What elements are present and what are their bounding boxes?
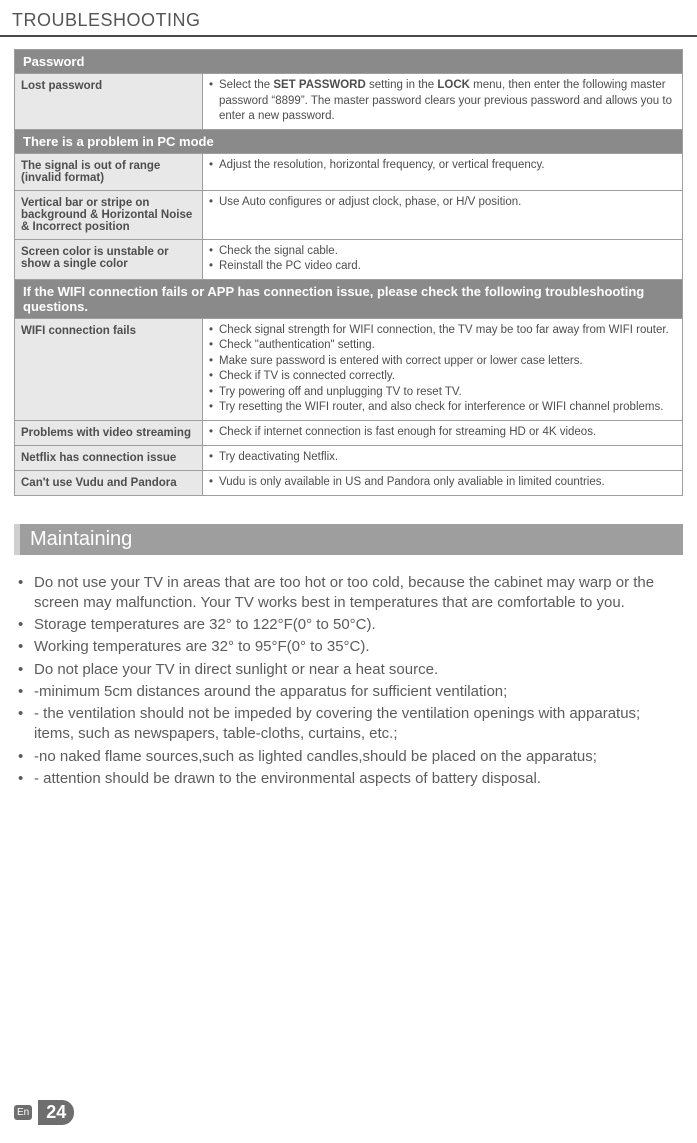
bullet-item: Use Auto configures or adjust clock, pha… bbox=[207, 195, 676, 211]
maintaining-item: Working temperatures are 32° to 95°F(0° … bbox=[16, 637, 681, 657]
section-header: Password bbox=[15, 50, 683, 74]
bullet-item: Select the SET PASSWORD setting in the L… bbox=[207, 78, 676, 125]
row-content: Check the signal cable.Reinstall the PC … bbox=[203, 239, 683, 279]
maintaining-item: Storage temperatures are 32° to 122°F(0°… bbox=[16, 615, 681, 635]
row-label: Can't use Vudu and Pandora bbox=[15, 470, 203, 495]
bullet-item: Check the signal cable. bbox=[207, 244, 676, 260]
bullet-item: Adjust the resolution, horizontal freque… bbox=[207, 158, 676, 174]
row-label: Screen color is unstable or show a singl… bbox=[15, 239, 203, 279]
bullet-item: Try deactivating Netflix. bbox=[207, 450, 676, 466]
row-content: Check if internet connection is fast eno… bbox=[203, 420, 683, 445]
bullet-item: Vudu is only available in US and Pandora… bbox=[207, 475, 676, 491]
row-label: Netflix has connection issue bbox=[15, 445, 203, 470]
maintaining-item: -no naked flame sources,such as lighted … bbox=[16, 747, 681, 767]
maintaining-heading: Maintaining bbox=[14, 524, 683, 555]
row-content: Vudu is only available in US and Pandora… bbox=[203, 470, 683, 495]
maintaining-item: - attention should be drawn to the envir… bbox=[16, 769, 681, 789]
page-number: 24 bbox=[38, 1100, 74, 1125]
row-content: Use Auto configures or adjust clock, pha… bbox=[203, 190, 683, 239]
row-label: Lost password bbox=[15, 74, 203, 130]
maintaining-item: Do not place your TV in direct sunlight … bbox=[16, 660, 681, 680]
page-content: PasswordLost passwordSelect the SET PASS… bbox=[0, 37, 697, 789]
bullet-item: Check "authentication" setting. bbox=[207, 338, 676, 354]
maintaining-item: - the ventilation should not be impeded … bbox=[16, 704, 681, 745]
bullet-item: Check if TV is connected correctly. bbox=[207, 369, 676, 385]
maintaining-item: Do not use your TV in areas that are too… bbox=[16, 573, 681, 614]
page-title: TROUBLESHOOTING bbox=[0, 0, 697, 35]
row-content: Adjust the resolution, horizontal freque… bbox=[203, 153, 683, 190]
section-header: There is a problem in PC mode bbox=[15, 129, 683, 153]
bullet-item: Check if internet connection is fast eno… bbox=[207, 425, 676, 441]
troubleshooting-table: PasswordLost passwordSelect the SET PASS… bbox=[14, 49, 683, 496]
row-label: Vertical bar or stripe on background & H… bbox=[15, 190, 203, 239]
bullet-item: Make sure password is entered with corre… bbox=[207, 354, 676, 370]
maintaining-list: Do not use your TV in areas that are too… bbox=[14, 573, 683, 790]
row-label: WIFI connection fails bbox=[15, 318, 203, 420]
row-label: The signal is out of range (invalid form… bbox=[15, 153, 203, 190]
lang-badge: En bbox=[14, 1105, 32, 1120]
page-footer: En 24 bbox=[14, 1100, 74, 1125]
section-header: If the WIFI connection fails or APP has … bbox=[15, 279, 683, 318]
row-content: Select the SET PASSWORD setting in the L… bbox=[203, 74, 683, 130]
bullet-item: Try powering off and unplugging TV to re… bbox=[207, 385, 676, 401]
row-label: Problems with video streaming bbox=[15, 420, 203, 445]
bullet-item: Reinstall the PC video card. bbox=[207, 259, 676, 275]
bullet-item: Check signal strength for WIFI connectio… bbox=[207, 323, 676, 339]
row-content: Try deactivating Netflix. bbox=[203, 445, 683, 470]
row-content: Check signal strength for WIFI connectio… bbox=[203, 318, 683, 420]
bullet-item: Try resetting the WIFI router, and also … bbox=[207, 400, 676, 416]
maintaining-item: -minimum 5cm distances around the appara… bbox=[16, 682, 681, 702]
